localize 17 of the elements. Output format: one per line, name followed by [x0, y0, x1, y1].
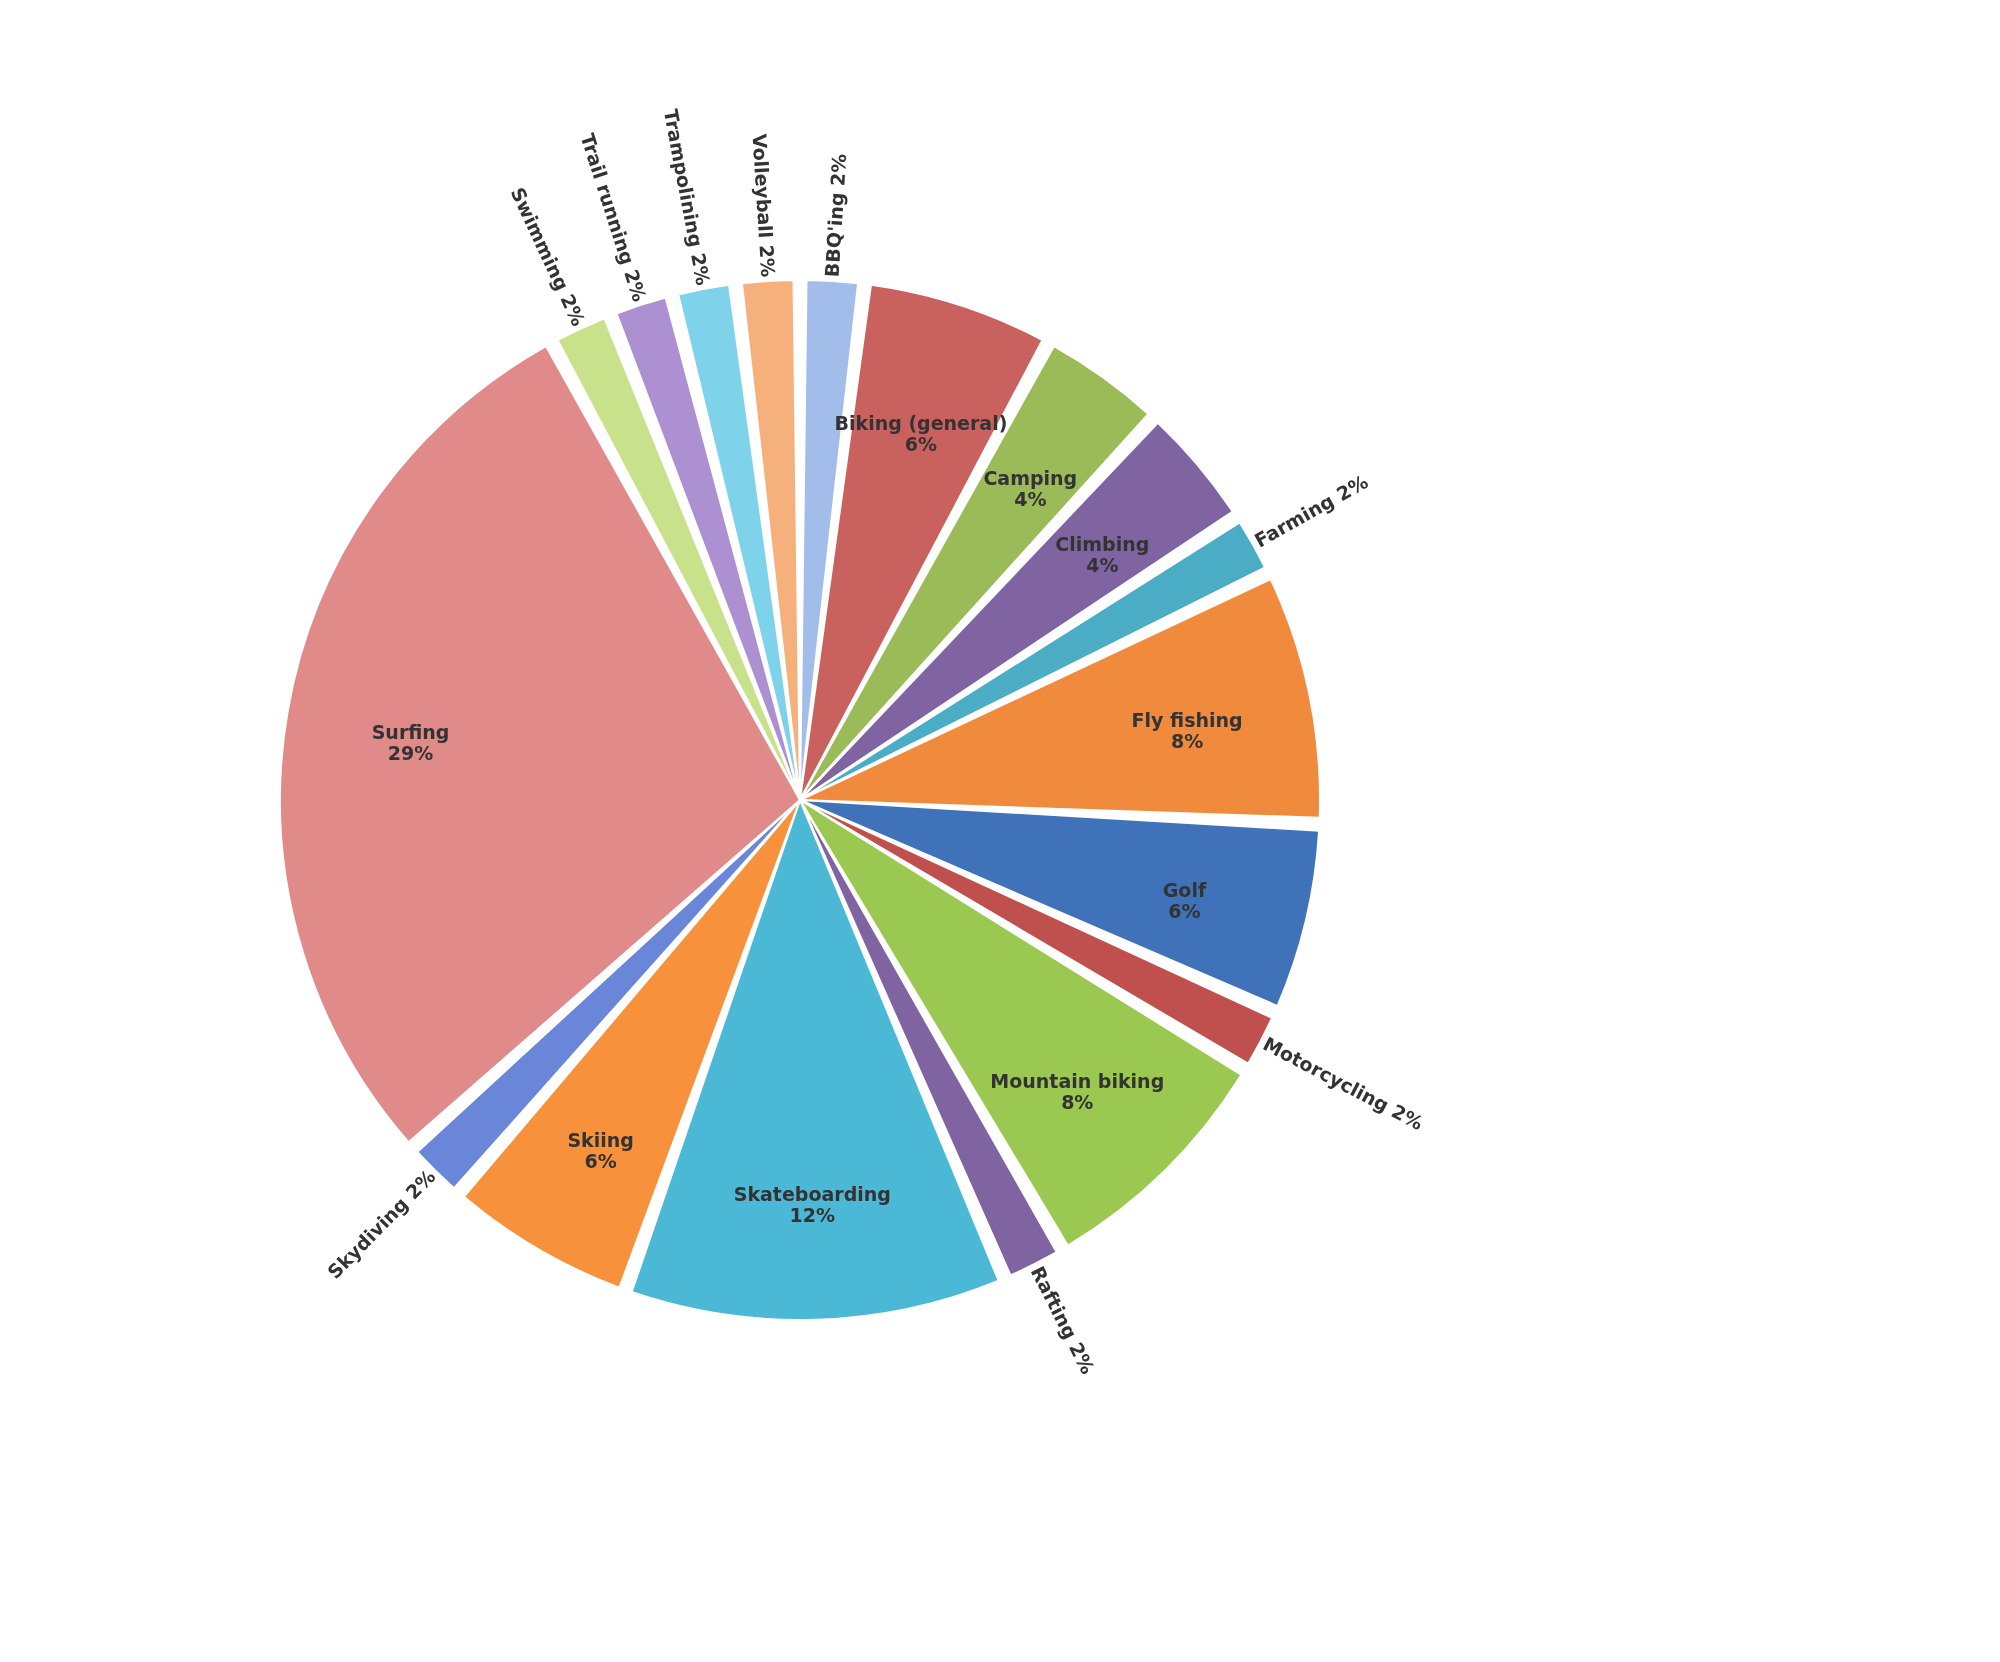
slice-label: Mountain biking: [990, 1069, 1165, 1092]
data-label: 8%: [1061, 1090, 1094, 1113]
slice-label: BBQ'ing 2%: [820, 153, 851, 278]
data-label: 29%: [387, 741, 434, 764]
slice-label: Volleyball 2%: [748, 133, 780, 278]
data-label: 12%: [789, 1204, 836, 1227]
slice-label: Fly fishing: [1131, 708, 1243, 731]
slice-label: Camping: [983, 466, 1078, 489]
data-label: 4%: [1086, 554, 1119, 577]
slice-label: Golf: [1162, 879, 1207, 902]
data-label: 6%: [1168, 900, 1201, 923]
data-label: 6%: [584, 1150, 617, 1173]
data-label: 8%: [1171, 729, 1204, 752]
slice-label: Climbing: [1055, 533, 1150, 556]
slice-label: Skateboarding: [733, 1183, 891, 1206]
slice-label: Surfing: [371, 720, 450, 743]
slice-label: Skiing: [567, 1129, 634, 1152]
